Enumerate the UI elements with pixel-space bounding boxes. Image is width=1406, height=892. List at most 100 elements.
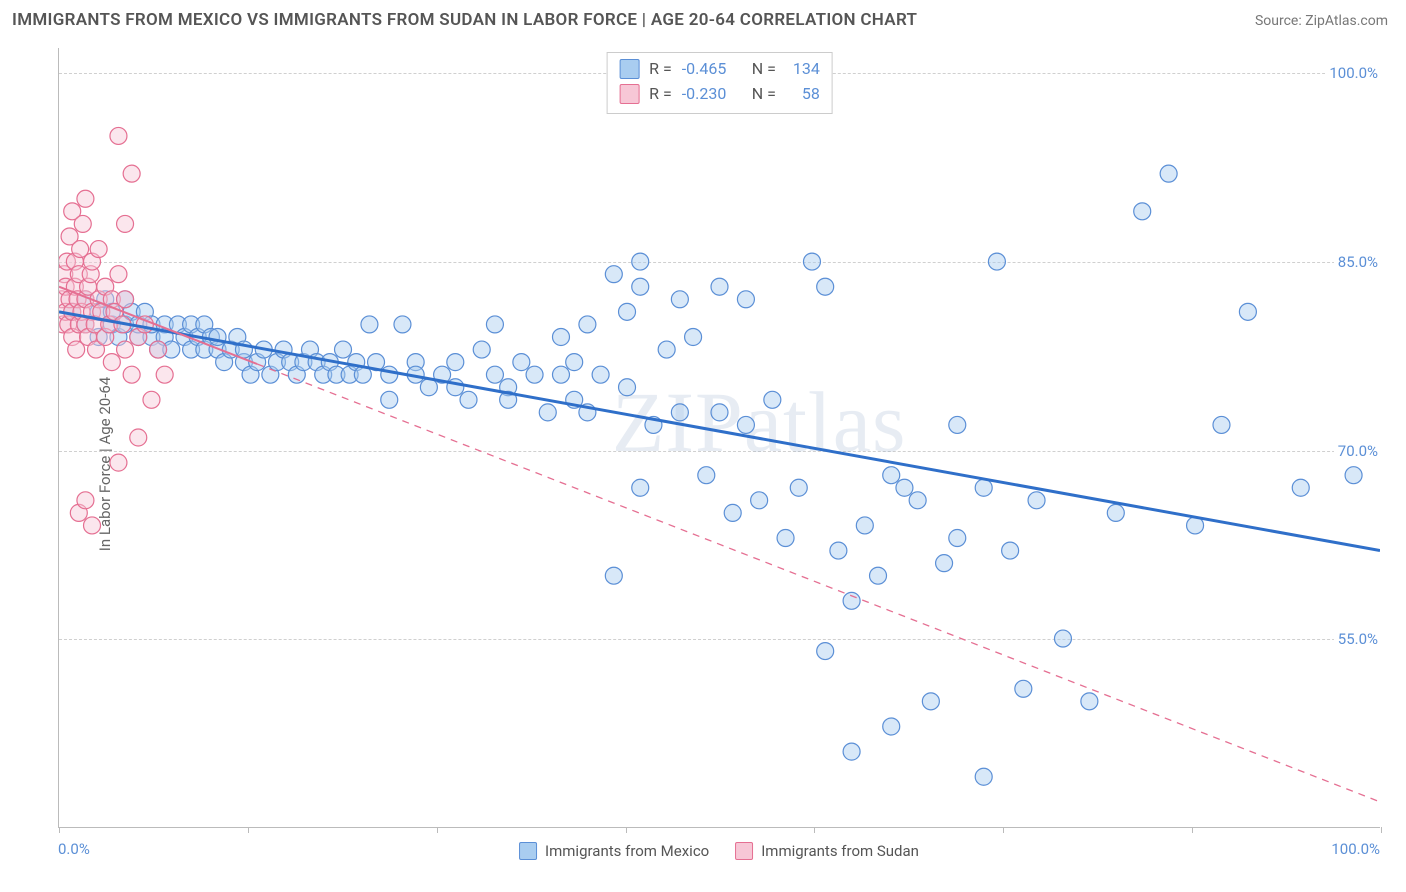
data-point-mexico — [1107, 504, 1124, 521]
data-point-mexico — [619, 303, 636, 320]
data-point-mexico — [1081, 693, 1098, 710]
data-point-mexico — [711, 404, 728, 421]
x-tick-start: 0.0% — [58, 840, 90, 858]
legend-swatch-sudan — [619, 84, 639, 104]
data-point-sudan — [84, 517, 101, 534]
data-point-mexico — [335, 341, 352, 358]
data-point-mexico — [579, 316, 596, 333]
data-point-sudan — [123, 165, 140, 182]
data-point-mexico — [671, 291, 688, 308]
data-point-mexico — [605, 567, 622, 584]
data-point-sudan — [123, 366, 140, 383]
data-point-sudan — [74, 215, 91, 232]
data-point-mexico — [843, 592, 860, 609]
data-point-mexico — [447, 354, 464, 371]
data-point-mexico — [843, 743, 860, 760]
data-point-mexico — [1239, 303, 1256, 320]
data-point-mexico — [486, 316, 503, 333]
data-point-mexico — [486, 366, 503, 383]
data-point-mexico — [909, 492, 926, 509]
stat-r-label: R = — [649, 57, 672, 82]
chart-title: IMMIGRANTS FROM MEXICO VS IMMIGRANTS FRO… — [12, 10, 917, 30]
data-point-sudan — [117, 341, 134, 358]
x-axis-row: 0.0% Immigrants from MexicoImmigrants fr… — [58, 836, 1380, 866]
data-point-sudan — [90, 241, 107, 258]
data-point-mexico — [460, 391, 477, 408]
legend-swatch-mexico — [519, 842, 537, 860]
data-point-mexico — [936, 555, 953, 572]
series-legend: Immigrants from Mexico Immigrants from Su… — [519, 842, 919, 860]
stats-row-mexico: R =-0.465N =134 — [619, 57, 820, 82]
data-point-mexico — [737, 416, 754, 433]
data-point-mexico — [473, 341, 490, 358]
data-point-mexico — [975, 479, 992, 496]
data-point-mexico — [1002, 542, 1019, 559]
stat-n-label: N = — [752, 82, 776, 107]
data-point-mexico — [711, 278, 728, 295]
data-point-mexico — [1028, 492, 1045, 509]
data-point-mexico — [552, 366, 569, 383]
stats-row-sudan: R =-0.230N =58 — [619, 82, 820, 107]
data-point-sudan — [117, 215, 134, 232]
data-point-mexico — [988, 253, 1005, 270]
data-point-sudan — [110, 454, 127, 471]
data-point-mexico — [883, 718, 900, 735]
data-point-sudan — [77, 492, 94, 509]
data-point-mexico — [698, 467, 715, 484]
data-point-mexico — [724, 504, 741, 521]
trend-line-mexico — [59, 312, 1380, 551]
stat-n-label: N = — [752, 57, 776, 82]
data-point-mexico — [513, 354, 530, 371]
chart-container: In Labor Force | Age 20-64 ZIPatlas R =-… — [12, 44, 1394, 884]
x-tick-mark — [626, 827, 627, 833]
data-point-mexico — [883, 467, 900, 484]
stat-n-value-sudan: 58 — [786, 82, 820, 107]
x-tick-mark — [59, 827, 60, 833]
data-point-mexico — [975, 768, 992, 785]
x-tick-mark — [814, 827, 815, 833]
data-point-mexico — [764, 391, 781, 408]
data-point-sudan — [77, 190, 94, 207]
data-point-sudan — [110, 127, 127, 144]
data-point-mexico — [803, 253, 820, 270]
data-point-sudan — [117, 291, 134, 308]
stats-legend: R =-0.465N =134R =-0.230N =58 — [606, 52, 833, 114]
stat-n-value-mexico: 134 — [786, 57, 820, 82]
x-tick-mark — [248, 827, 249, 833]
data-point-mexico — [817, 278, 834, 295]
data-point-mexico — [949, 530, 966, 547]
data-point-mexico — [1054, 630, 1071, 647]
stat-r-value-sudan: -0.230 — [682, 82, 742, 107]
legend-item-sudan: Immigrants from Sudan — [735, 842, 919, 860]
data-point-mexico — [790, 479, 807, 496]
data-point-mexico — [685, 328, 702, 345]
source-label: Source: ZipAtlas.com — [1255, 13, 1388, 29]
source-prefix: Source: — [1255, 13, 1305, 29]
x-tick-end: 100.0% — [1331, 840, 1380, 858]
x-tick-mark — [1003, 827, 1004, 833]
data-point-mexico — [777, 530, 794, 547]
data-point-mexico — [381, 391, 398, 408]
data-point-mexico — [737, 291, 754, 308]
data-point-mexico — [381, 366, 398, 383]
data-point-sudan — [143, 391, 160, 408]
data-point-sudan — [103, 354, 120, 371]
plot-area: ZIPatlas R =-0.465N =134R =-0.230N =58 5… — [58, 48, 1380, 828]
data-point-mexico — [632, 253, 649, 270]
data-point-mexico — [526, 366, 543, 383]
trend-line-dashed-sudan — [257, 364, 1380, 802]
legend-item-mexico: Immigrants from Mexico — [519, 842, 709, 860]
data-point-sudan — [130, 429, 147, 446]
data-point-sudan — [110, 266, 127, 283]
data-point-mexico — [632, 278, 649, 295]
legend-label-mexico: Immigrants from Mexico — [545, 842, 709, 860]
data-point-sudan — [150, 341, 167, 358]
data-point-mexico — [420, 379, 437, 396]
data-point-mexico — [671, 404, 688, 421]
data-point-mexico — [870, 567, 887, 584]
data-point-mexico — [361, 316, 378, 333]
source-name: ZipAtlas.com — [1305, 13, 1388, 29]
data-point-mexico — [922, 693, 939, 710]
x-tick-mark — [437, 827, 438, 833]
data-point-mexico — [896, 479, 913, 496]
